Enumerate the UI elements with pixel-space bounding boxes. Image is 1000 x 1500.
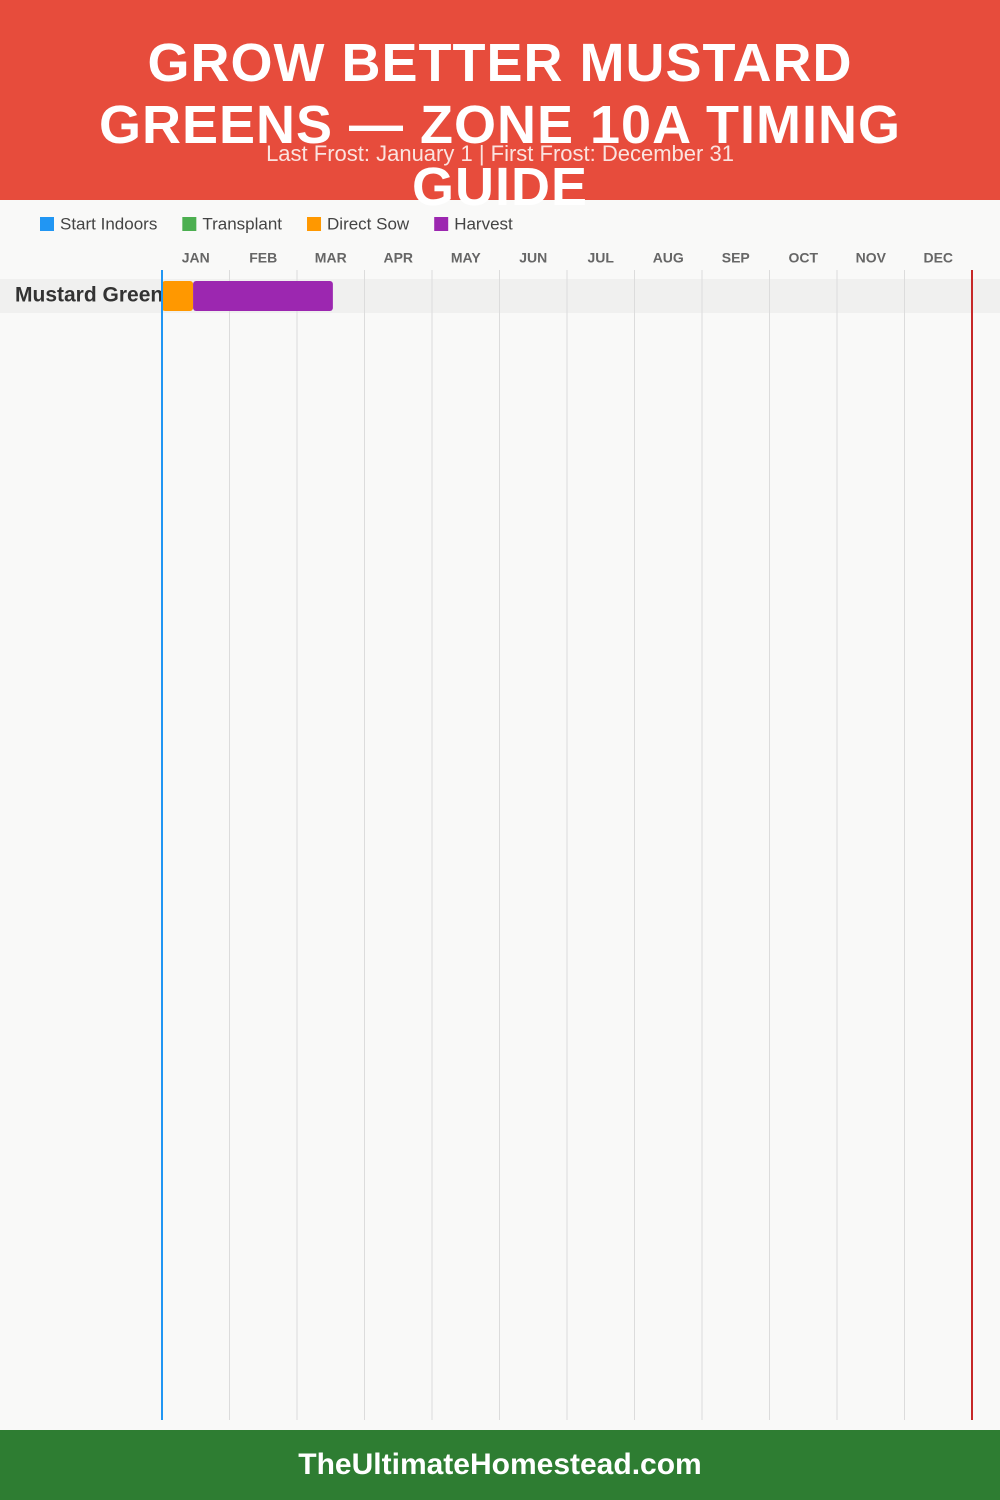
month-label: AUG <box>653 250 684 266</box>
month-label: DEC <box>923 250 953 266</box>
month-label: JAN <box>182 250 210 266</box>
month-label: MAY <box>451 250 481 266</box>
footer: TheUltimateHomestead.com <box>0 1430 1000 1500</box>
chart: Start Indoors Transplant Direct Sow Harvest… <box>0 214 1000 1420</box>
task-label: Mustard Greens <box>15 284 175 307</box>
legend-swatch <box>182 217 197 231</box>
chart-subtitle: Last Frost: January 1 | First Frost: Dec… <box>266 141 734 166</box>
chart-title: GROW BETTER MUSTARD GREENS — ZONE 10A TI… <box>98 33 902 217</box>
legend-label: Direct Sow <box>327 214 410 233</box>
legend-label: Harvest <box>454 214 513 233</box>
header: GROW BETTER MUSTARD GREENS — ZONE 10A TI… <box>0 0 1000 217</box>
legend-label: Start Indoors <box>60 214 157 233</box>
phase-bar <box>193 281 333 311</box>
month-label: MAR <box>315 250 347 266</box>
legend-swatch <box>434 217 449 231</box>
month-label: OCT <box>788 250 818 266</box>
month-label: FEB <box>249 250 277 266</box>
month-label: SEP <box>722 250 750 266</box>
month-label: JUL <box>588 250 615 266</box>
month-label: JUN <box>519 250 547 266</box>
month-label: APR <box>383 250 413 266</box>
legend-swatch <box>307 217 322 231</box>
legend-label: Transplant <box>202 214 282 233</box>
legend-swatch <box>40 217 54 231</box>
task-labels: Mustard Greens <box>15 284 175 307</box>
phase-bar <box>162 281 194 311</box>
month-label: NOV <box>856 250 887 266</box>
